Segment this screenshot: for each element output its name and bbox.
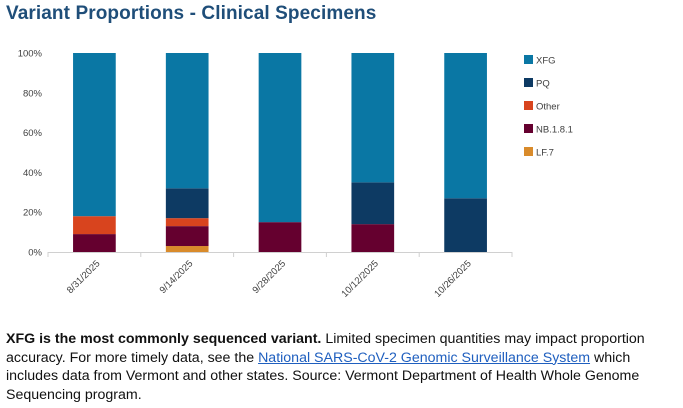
- bar-segment-nb-1-8-1: [351, 224, 395, 252]
- genomic-surveillance-link[interactable]: National SARS-CoV-2 Genomic Surveillance…: [258, 349, 591, 366]
- y-tick-label: 80%: [23, 88, 43, 99]
- bar-segment-other: [73, 216, 116, 235]
- bar-segment-xfg: [73, 53, 116, 217]
- bar-segment-xfg: [351, 53, 395, 183]
- y-axis: 0% 20% 40% 60% 80% 100%: [18, 49, 43, 259]
- y-tick-label: 20%: [23, 208, 43, 219]
- x-tick-label: 10/12/2025: [340, 258, 381, 299]
- y-tick-label: 100%: [18, 49, 43, 60]
- chart-title: Variant Proportions - Clinical Specimens: [6, 3, 377, 24]
- bars: [73, 53, 487, 252]
- y-tick-label: 60%: [23, 128, 43, 139]
- legend-label: Other: [536, 102, 560, 113]
- legend-swatch: [524, 55, 533, 64]
- legend-swatch: [524, 101, 533, 110]
- legend-label: NB.1.8.1: [536, 125, 573, 136]
- legend-label: PQ: [536, 79, 550, 90]
- legend-swatch: [524, 78, 533, 87]
- y-tick-label: 0%: [28, 248, 42, 259]
- bar-segment-other: [165, 218, 209, 227]
- legend: XFG PQ Other NB.1.8.1 LF.7: [524, 55, 573, 159]
- caption: XFG is the most commonly sequenced varia…: [6, 330, 678, 404]
- legend-swatch: [524, 124, 533, 133]
- legend-swatch: [524, 147, 533, 156]
- stacked-bar-chart: 0% 20% 40% 60% 80% 100% 8/31/2025 9/14/2025 9/2…: [18, 49, 573, 300]
- bar-segment-nb-1-8-1: [165, 226, 209, 247]
- caption-text-2: which includes data from Vermont and oth…: [6, 349, 640, 403]
- bar-segment-nb-1-8-1: [258, 222, 302, 252]
- bar-segment-xfg: [165, 53, 209, 189]
- x-tick-label: 9/28/2025: [250, 258, 288, 296]
- bar-segment-xfg: [444, 53, 487, 199]
- bar-segment-xfg: [258, 53, 302, 223]
- y-tick-label: 40%: [23, 168, 43, 179]
- legend-label: XFG: [536, 56, 556, 67]
- legend-label: LF.7: [536, 148, 554, 159]
- caption-headline: XFG is the most commonly sequenced varia…: [6, 331, 322, 347]
- x-axis: 8/31/2025 9/14/2025 9/28/2025 10/12/2025 10/…: [47, 252, 513, 300]
- bar-segment-pq: [165, 188, 209, 219]
- x-tick-label: 10/26/2025: [432, 258, 473, 299]
- x-tick-label: 9/14/2025: [158, 258, 196, 296]
- x-tick-label: 8/31/2025: [65, 258, 103, 296]
- caption-text-1: Limited specimen quantities may impact p…: [6, 331, 645, 366]
- bar-segment-nb-1-8-1: [73, 234, 116, 252]
- bar-segment-pq: [351, 182, 395, 225]
- bar-segment-pq: [444, 198, 487, 252]
- bar-segment-lf-7: [165, 246, 209, 252]
